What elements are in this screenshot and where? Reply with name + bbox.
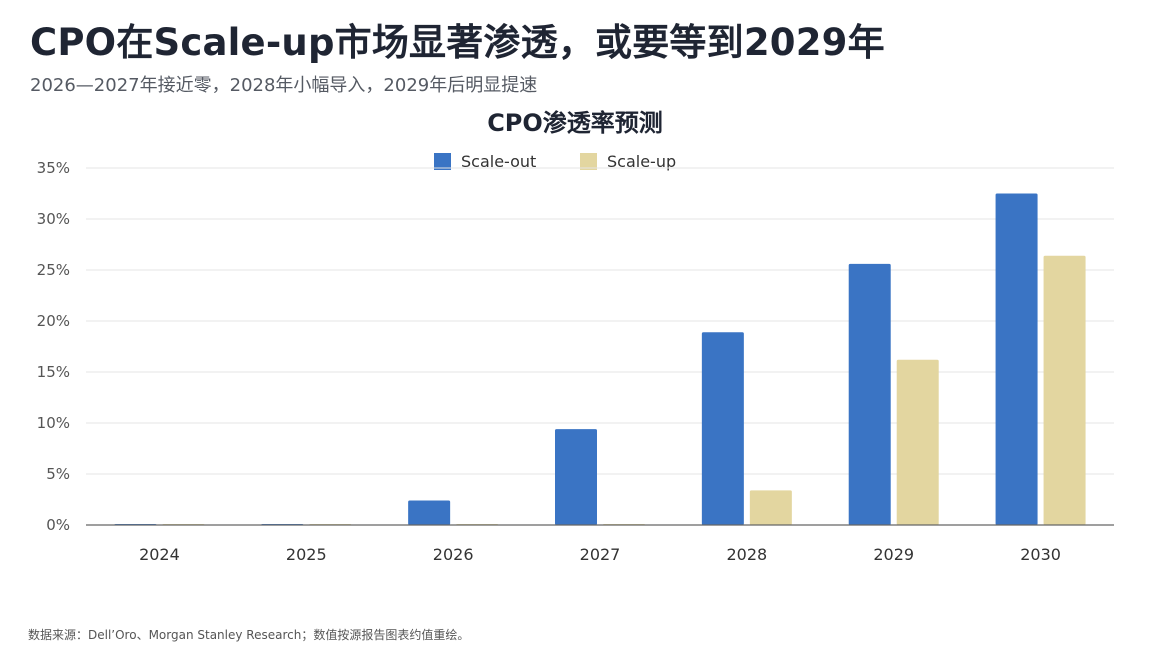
- y-axis-tick-labels: 0% 5% 10% 15% 20% 25% 30% 35%: [37, 159, 70, 534]
- bars: [114, 193, 1086, 525]
- bar-scale-up-2030: [1043, 255, 1086, 525]
- page-subtitle: 2026—2027年接近零，2028年小幅导入，2029年后明显提速: [30, 75, 538, 96]
- y-tick-label: 30%: [37, 210, 70, 228]
- x-tick-label: 2030: [1020, 545, 1061, 564]
- gridlines: [86, 167, 1114, 475]
- bar-scale-up-2028: [749, 490, 792, 525]
- bar-scale-out-2026: [408, 500, 451, 525]
- bar-scale-out-2028: [701, 332, 744, 525]
- legend-swatch-scale-out: [434, 153, 451, 170]
- y-tick-label: 15%: [37, 363, 70, 381]
- legend-label: Scale-up: [607, 152, 676, 171]
- y-tick-label: 25%: [37, 261, 70, 279]
- bar-scale-out-2030: [995, 193, 1038, 525]
- y-tick-label: 5%: [46, 465, 70, 483]
- x-tick-label: 2026: [433, 545, 474, 564]
- y-tick-label: 10%: [37, 414, 70, 432]
- source-note: 数据来源：Dell’Oro、Morgan Stanley Research；数值…: [28, 628, 470, 642]
- x-tick-label: 2029: [873, 545, 914, 564]
- chart-legend: Scale-out Scale-up: [434, 152, 676, 171]
- bar-scale-out-2029: [848, 263, 891, 525]
- x-tick-label: 2025: [286, 545, 327, 564]
- page-title: CPO在Scale-up市场显著渗透，或要等到2029年: [30, 21, 885, 64]
- legend-label: Scale-out: [461, 152, 536, 171]
- x-tick-label: 2028: [726, 545, 767, 564]
- legend-swatch-scale-up: [580, 153, 597, 170]
- y-tick-label: 20%: [37, 312, 70, 330]
- cpo-penetration-chart: CPO渗透率预测 Scale-out Scale-up 0% 5% 10% 15% 20%…: [37, 109, 1114, 564]
- y-tick-label: 35%: [37, 159, 70, 177]
- x-tick-label: 2027: [580, 545, 621, 564]
- x-tick-label: 2024: [139, 545, 180, 564]
- x-axis-tick-labels: 2024 2025 2026 2027 2028 2029 2030: [139, 545, 1061, 564]
- y-tick-label: 0%: [46, 516, 70, 534]
- bar-scale-out-2027: [555, 429, 597, 525]
- bar-scale-up-2029: [896, 359, 939, 525]
- chart-title: CPO渗透率预测: [487, 109, 663, 137]
